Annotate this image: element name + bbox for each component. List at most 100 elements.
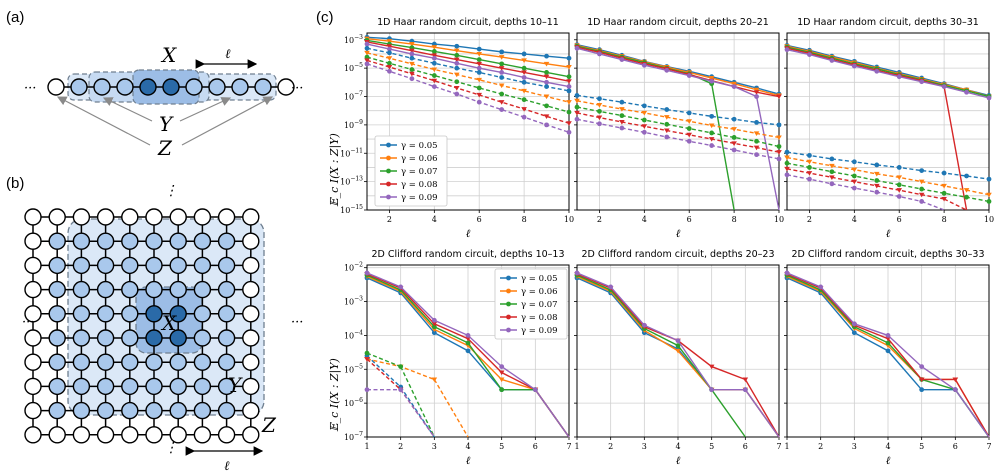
- x-tick-label: 2: [597, 215, 602, 224]
- legend-entry: γ = 0.05: [401, 141, 438, 151]
- data-point: [364, 350, 370, 356]
- data-point: [574, 92, 580, 98]
- data-point: [544, 122, 549, 128]
- series-line: [576, 112, 780, 153]
- data-point: [784, 270, 790, 276]
- lattice-node: [145, 280, 163, 299]
- series-drop: [711, 389, 746, 438]
- legend-entry: γ = 0.05: [521, 274, 558, 284]
- data-point: [708, 137, 715, 142]
- data-point: [364, 54, 370, 60]
- series-line: [576, 272, 746, 391]
- legend-marker: [506, 275, 511, 281]
- axes-frame: [576, 32, 780, 211]
- series-drop: [921, 200, 945, 211]
- data-point: [807, 52, 812, 58]
- lattice-node: [145, 208, 163, 226]
- data-point: [431, 49, 437, 54]
- y-tick-label: 10−7: [344, 431, 363, 442]
- lattice-node: [169, 256, 187, 275]
- legend-marker: [386, 194, 391, 200]
- lattice-node: [121, 329, 139, 347]
- data-point: [874, 162, 880, 168]
- y-tick-label: 10−11: [340, 147, 363, 158]
- data-point: [574, 104, 580, 110]
- data-point: [521, 97, 527, 103]
- chain-node: [47, 78, 65, 96]
- data-point: [566, 55, 572, 61]
- subplot-1: 1D Haar random circuit, depths 10–11 2 4 6 8…: [340, 17, 574, 240]
- x-tick-label: 5: [919, 442, 924, 451]
- subplot-title: 1D Haar random circuit, depths 20–21: [587, 17, 769, 28]
- series-drop: [400, 386, 435, 438]
- data-point: [742, 377, 749, 383]
- data-point: [941, 84, 947, 89]
- data-point: [963, 188, 970, 193]
- data-point: [829, 58, 835, 63]
- data-point: [664, 134, 670, 140]
- data-point: [874, 189, 880, 195]
- data-point: [663, 115, 670, 120]
- lattice-node: [96, 377, 115, 396]
- data-point: [851, 63, 857, 69]
- data-point: [776, 94, 782, 100]
- x-tick-label: 6: [477, 215, 482, 224]
- data-point: [596, 103, 603, 108]
- lattice-node: [169, 353, 187, 371]
- lattice-node: [72, 426, 91, 444]
- lattice-node: [72, 401, 91, 420]
- lattice-node: [121, 426, 139, 444]
- data-point: [709, 387, 715, 393]
- data-point: [885, 340, 891, 346]
- subplot-title: 2D Clifford random circuit, depths 20–23: [581, 249, 774, 260]
- data-point: [806, 159, 813, 165]
- panel-label-a: (a): [6, 9, 24, 26]
- data-point: [708, 364, 715, 370]
- chain-node: [162, 78, 180, 96]
- y-tick-label: 10−9: [344, 119, 363, 130]
- series-line: [576, 94, 780, 126]
- data-point: [498, 55, 505, 60]
- lattice-node: [242, 256, 260, 275]
- legend-marker: [386, 168, 391, 174]
- data-point: [364, 50, 370, 56]
- lattice-node: [217, 329, 236, 347]
- legend-marker: [386, 181, 391, 187]
- legend-entry: γ = 0.08: [401, 180, 438, 190]
- data-point: [807, 153, 812, 158]
- lattice-node: [121, 208, 139, 226]
- lattice-node: [24, 305, 42, 323]
- x-axis-label: ℓ: [886, 227, 891, 240]
- data-point: [675, 338, 681, 344]
- data-point: [465, 336, 471, 342]
- subplot-5: 2D Clifford random circuit, depths 20–23…: [574, 249, 782, 467]
- data-point: [754, 94, 759, 99]
- series-line: [786, 277, 956, 391]
- chain-node: [185, 78, 203, 96]
- x-tick-label: 2: [398, 442, 403, 451]
- series-drop: [400, 389, 435, 438]
- lattice-node: [242, 377, 260, 396]
- data-point: [919, 364, 925, 369]
- chain-node: [70, 78, 88, 96]
- data-point: [387, 60, 392, 66]
- legend-entry: γ = 0.07: [521, 300, 558, 310]
- series-line: [786, 272, 956, 391]
- lattice-node: [242, 329, 260, 347]
- lattice-node: [217, 377, 236, 396]
- lattice-node: [24, 280, 42, 299]
- data-point: [686, 110, 692, 116]
- data-point: [641, 103, 647, 109]
- data-point: [387, 50, 392, 56]
- lattice-node: [96, 401, 115, 420]
- data-point: [476, 70, 482, 75]
- label-ell: ℓ: [225, 47, 231, 62]
- subplot-title: 1D Haar random circuit, depths 30–31: [797, 17, 979, 28]
- lattice-node: [242, 280, 260, 299]
- data-point: [465, 348, 471, 354]
- label-z: Z: [157, 136, 173, 160]
- chain-node: [254, 78, 272, 96]
- lattice-node: [72, 329, 91, 347]
- data-point: [499, 70, 505, 75]
- data-point: [918, 179, 925, 185]
